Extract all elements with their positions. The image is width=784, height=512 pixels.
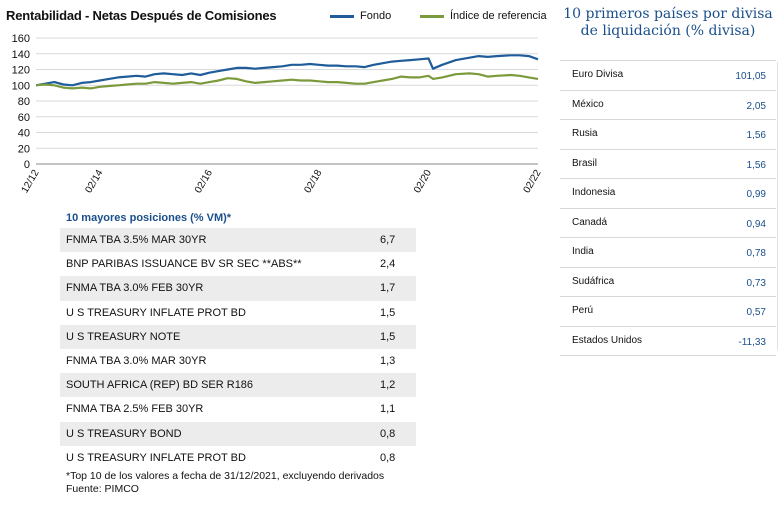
legend-item-indice: Índice de referencia: [420, 10, 547, 22]
currency-value: -11,33: [738, 336, 766, 348]
position-row: U S TREASURY NOTE 1,5: [60, 324, 416, 349]
position-name: U S TREASURY NOTE: [66, 330, 181, 343]
currency-row: Rusia 1,56: [560, 120, 776, 150]
currency-value: 0,57: [746, 307, 766, 318]
currency-country: India: [572, 246, 594, 257]
position-value: 0,8: [380, 427, 396, 440]
position-name: U S TREASURY INFLATE PROT BD: [66, 306, 246, 319]
currency-country: Sudáfrica: [572, 275, 615, 287]
currency-country: Brasil: [572, 157, 598, 169]
currency-country: Indonesia: [572, 187, 616, 198]
x-tick-label: 02/16: [193, 168, 215, 196]
position-value: 1,7: [380, 282, 396, 295]
line-chart: 0 20 40 60 80 100 120 140 160 12/12 02/14 02/16 02/1…: [12, 33, 544, 196]
currency-panel: 10 primeros países por divisa de liquida…: [560, 6, 778, 356]
y-tick-label: 140: [12, 49, 30, 61]
position-name: FNMA TBA 3.0% MAR 30YR: [66, 355, 207, 368]
chart-notes: *Top 10 de los valores a fecha de 31/12/…: [66, 470, 384, 496]
legend-label-indice: Índice de referencia: [450, 10, 547, 22]
y-tick-label: 100: [12, 80, 30, 92]
currency-value: 0,73: [746, 277, 766, 289]
x-tick-label: 02/22: [522, 168, 544, 196]
chart-title: Rentabilidad - Netas Después de Comision…: [6, 8, 277, 23]
y-tick-label: 0: [24, 159, 30, 171]
position-name: FNMA TBA 2.5% FEB 30YR: [66, 403, 204, 416]
currency-title-line2: de liquidación (% divisa): [580, 23, 756, 39]
x-tick-label: 12/12: [20, 168, 42, 196]
x-tick-label: 02/18: [303, 168, 325, 196]
y-tick-label: 20: [18, 143, 30, 155]
currency-value: 0,78: [746, 248, 766, 259]
panel-edge: [777, 62, 778, 350]
currency-row: Sudáfrica 0,73: [560, 268, 776, 297]
series-line-fondo: [35, 54, 539, 87]
currency-country: Rusia: [572, 128, 598, 139]
currency-country: Euro Divisa: [572, 69, 624, 80]
currency-row: Indonesia 0,99: [560, 179, 776, 209]
currency-title-line1: 10 primeros países por divisa: [563, 6, 773, 22]
y-tick-label: 160: [12, 33, 30, 45]
position-value: 1,2: [380, 379, 396, 392]
currency-row: Estados Unidos -11,33: [560, 327, 776, 356]
position-value: 1,5: [380, 330, 396, 343]
currency-row: México 2,05: [560, 91, 776, 120]
currency-country: Canadá: [572, 216, 608, 228]
currency-row: Brasil 1,56: [560, 150, 776, 179]
y-tick-label: 120: [12, 65, 30, 77]
position-name: SOUTH AFRICA (REP) BD SER R186: [66, 379, 254, 392]
currency-table: Euro Divisa 101,05 México 2,05 Rusia 1,56 Bras…: [560, 60, 776, 356]
currency-value: 1,56: [746, 159, 766, 171]
currency-row: Perú 0,57: [560, 297, 776, 327]
position-row: FNMA TBA 2.5% FEB 30YR 1,1: [60, 397, 416, 421]
position-value: 0,8: [380, 451, 396, 464]
currency-value: 101,05: [735, 71, 766, 82]
position-row: SOUTH AFRICA (REP) BD SER R186 1,2: [60, 373, 416, 398]
position-value: 1,3: [380, 355, 396, 368]
position-value: 2,4: [380, 258, 396, 271]
currency-row: Canadá 0,94: [560, 209, 776, 238]
source-note: Fuente: PIMCO: [66, 483, 139, 495]
currency-country: México: [572, 98, 604, 110]
position-name: U S TREASURY INFLATE PROT BD: [66, 451, 246, 464]
series-line-indice: [35, 72, 539, 90]
position-row: FNMA TBA 3.5% MAR 30YR 6,7: [60, 228, 416, 253]
position-value: 1,1: [380, 403, 396, 416]
currency-value: 0,99: [746, 189, 766, 200]
position-value: 6,7: [380, 234, 396, 247]
position-row: U S TREASURY INFLATE PROT BD 1,5: [60, 301, 416, 325]
position-row: BNP PARIBAS ISSUANCE BV SR SEC **ABS** 2,…: [60, 252, 416, 276]
position-name: U S TREASURY BOND: [66, 427, 182, 440]
currency-value: 2,05: [746, 100, 766, 112]
currency-row: India 0,78: [560, 238, 776, 268]
currency-panel-title: 10 primeros países por divisa de liquida…: [560, 6, 776, 56]
legend-label-fondo: Fondo: [360, 10, 392, 22]
positions-title: 10 mayores posiciones (% VM)*: [66, 212, 232, 224]
position-row: U S TREASURY BOND 0,8: [60, 421, 416, 446]
currency-row: Euro Divisa 101,05: [560, 61, 776, 91]
top-positions-table: 10 mayores posiciones (% VM)* FNMA TBA 3…: [60, 212, 416, 470]
legend-swatch-indice: [420, 14, 444, 18]
y-tick-label: 80: [18, 96, 30, 108]
position-name: BNP PARIBAS ISSUANCE BV SR SEC **ABS**: [66, 258, 302, 271]
legend-swatch-fondo: [330, 14, 354, 18]
currency-value: 1,56: [746, 130, 766, 141]
footnote: *Top 10 de los valores a fecha de 31/12/…: [66, 470, 385, 482]
position-row: FNMA TBA 3.0% FEB 30YR 1,7: [60, 276, 416, 301]
y-tick-label: 60: [18, 112, 30, 124]
y-tick-label: 40: [18, 128, 30, 140]
position-name: FNMA TBA 3.0% FEB 30YR: [66, 282, 204, 295]
currency-value: 0,94: [746, 218, 766, 230]
x-tick-label: 02/14: [83, 168, 105, 196]
position-row: FNMA TBA 3.0% MAR 30YR 1,3: [60, 349, 416, 373]
position-value: 1,5: [380, 306, 396, 319]
x-tick-label: 02/20: [412, 168, 434, 196]
positions-rows: FNMA TBA 3.5% MAR 30YR 6,7 BNP PARIBAS ISS…: [60, 228, 416, 470]
position-name: FNMA TBA 3.5% MAR 30YR: [66, 234, 207, 247]
currency-country: Perú: [572, 305, 594, 316]
currency-country: Estados Unidos: [572, 334, 643, 346]
position-row: U S TREASURY INFLATE PROT BD 0,8: [60, 446, 416, 470]
legend-item-fondo: Fondo: [330, 10, 391, 22]
